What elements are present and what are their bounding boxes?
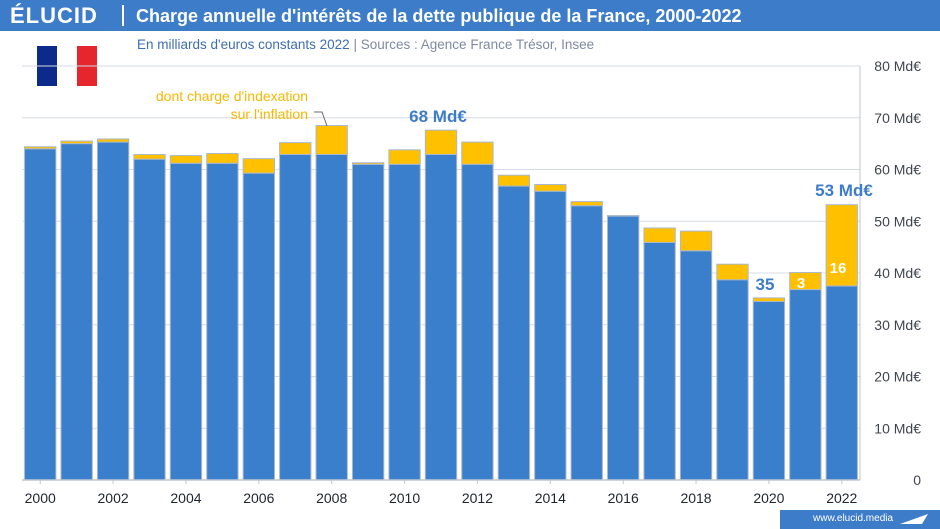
bar-base-2007 xyxy=(279,153,312,481)
x-tick-label: 2008 xyxy=(316,490,347,506)
peak-2008-label: 68 Md€ xyxy=(409,107,467,126)
elucid-logo[interactable]: ÉLUCID xyxy=(10,3,98,28)
bar-base-2016 xyxy=(607,215,640,481)
bar-indexation-2010 xyxy=(388,149,421,165)
bar-indexation-2007 xyxy=(279,142,312,155)
bar-indexation-2002 xyxy=(96,138,130,143)
bar-base-2013 xyxy=(497,185,531,481)
subtitle-separator: | xyxy=(353,37,357,52)
subtitle-sources: Sources : Agence France Trésor, Insee xyxy=(360,37,595,52)
subtitle-unit: En milliards d'euros constants 2022 xyxy=(137,37,350,52)
value-2020-label: 35 xyxy=(756,275,775,294)
bar-indexation-2013 xyxy=(497,174,531,187)
bar-indexation-2014 xyxy=(534,184,567,192)
indexation-label-line1: dont charge d'indexation xyxy=(156,88,308,104)
value-2022-label: 53 Md€ xyxy=(815,181,873,200)
bar-base-2017 xyxy=(643,241,676,481)
indexation-label-line2: sur l'inflation xyxy=(231,106,308,122)
y-tick-label: 20 Md€ xyxy=(874,369,921,385)
x-tick-labels: 2000 2002 2004 2006 2008 2010 2012 2014 2016 2018… xyxy=(25,480,858,506)
bar-base-2014 xyxy=(534,190,567,481)
bar-indexation-2022 xyxy=(825,204,858,287)
indexation-leader-line xyxy=(314,111,328,127)
bar-indexation-2019 xyxy=(716,263,749,281)
x-tick-label: 2010 xyxy=(389,490,420,506)
bar-indexation-2018 xyxy=(679,230,713,252)
chart-title: Charge annuelle d'intérêts de la dette p… xyxy=(136,6,742,26)
stacked-bar-chart: 2000 2002 2004 2006 2008 2010 2012 2014 2016 2018… xyxy=(22,58,921,506)
x-tick-label: 2020 xyxy=(753,490,784,506)
x-tick-label: 2014 xyxy=(535,490,566,506)
logo-separator xyxy=(122,5,124,26)
bar-base-2012 xyxy=(461,163,494,481)
bar-base-2019 xyxy=(716,279,749,481)
bar-indexation-2021 xyxy=(789,271,822,291)
bar-indexation-2003 xyxy=(133,153,166,160)
y-tick-label: 50 Md€ xyxy=(874,213,921,229)
y-tick-label: 40 Md€ xyxy=(874,265,921,281)
y-tick-label: 10 Md€ xyxy=(874,420,921,436)
x-tick-label: 2002 xyxy=(98,490,129,506)
bar-base-2001 xyxy=(60,143,93,481)
bar-indexation-2020 xyxy=(752,297,786,302)
y-tick-label: 60 Md€ xyxy=(874,162,921,178)
x-tick-label: 2018 xyxy=(680,490,711,506)
bar-indexation-2009 xyxy=(351,162,385,165)
header-bar: ÉLUCID Charge annuelle d'intérêts de la … xyxy=(0,0,940,31)
bar-indexation-2001 xyxy=(60,140,93,145)
x-tick-label: 2022 xyxy=(826,490,857,506)
indexation-2022-label: 16 xyxy=(830,260,847,277)
indexation-2021-label: 3 xyxy=(797,275,805,292)
y-tick-label: 30 Md€ xyxy=(874,317,921,333)
bar-base-2022 xyxy=(825,285,858,481)
bar-indexation-2004 xyxy=(169,155,203,164)
y-tick-label: 0 xyxy=(913,472,921,488)
y-tick-label: 70 Md€ xyxy=(874,110,921,126)
x-tick-label: 2006 xyxy=(243,490,274,506)
bar-base-2005 xyxy=(206,162,239,481)
bar-base-2002 xyxy=(96,141,130,481)
y-tick-label: 80 Md€ xyxy=(874,58,921,74)
bar-base-2015 xyxy=(570,205,603,481)
bar-base-2011 xyxy=(424,153,458,481)
bar-indexation-2017 xyxy=(643,227,676,243)
bar-indexation-2016 xyxy=(607,215,640,217)
bar-indexation-2008 xyxy=(315,125,348,155)
bar-indexation-2006 xyxy=(242,158,275,174)
x-tick-label: 2012 xyxy=(462,490,493,506)
x-tick-label: 2004 xyxy=(170,490,201,506)
footer-url[interactable]: www.elucid.media xyxy=(813,513,894,524)
x-tick-label: 2016 xyxy=(608,490,639,506)
footer-bar xyxy=(0,509,940,529)
bar-base-2004 xyxy=(169,162,203,481)
bar-base-2009 xyxy=(351,163,385,481)
bar-base-2008 xyxy=(315,153,348,481)
elucid-arrow-icon xyxy=(900,514,928,524)
bar-base-2020 xyxy=(752,300,786,481)
bar-base-2021 xyxy=(789,289,822,481)
y-tick-labels: 0 10 Md€ 20 Md€ 30 Md€ 40 Md€ 50 Md€ 60 Md€ 70 … xyxy=(874,58,921,488)
bar-indexation-2015 xyxy=(570,201,603,207)
bar-indexation-2005 xyxy=(206,152,239,164)
bar-base-2000 xyxy=(24,148,57,481)
footer-band xyxy=(780,510,940,529)
bar-base-2010 xyxy=(388,163,421,481)
bar-indexation-2012 xyxy=(461,141,494,165)
chart-subtitle: En milliards d'euros constants 2022 | So… xyxy=(137,37,594,52)
bar-group xyxy=(24,125,858,481)
bar-base-2006 xyxy=(242,172,275,481)
bar-indexation-2000 xyxy=(24,146,57,150)
bar-base-2018 xyxy=(679,250,713,481)
x-tick-label: 2000 xyxy=(25,490,56,506)
bar-indexation-2011 xyxy=(424,129,458,155)
bar-base-2003 xyxy=(133,158,166,481)
